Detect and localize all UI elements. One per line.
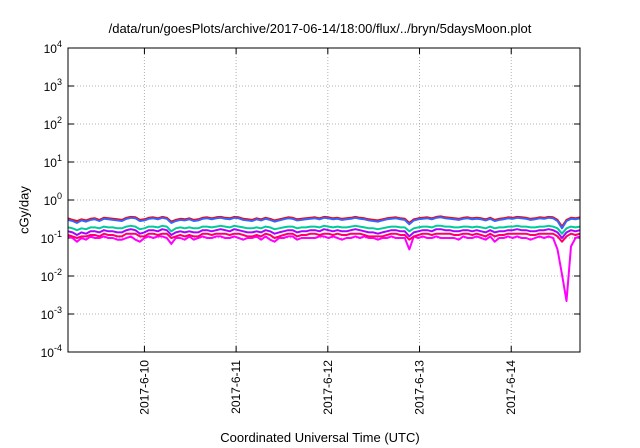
y-tick-label: 100 [44, 191, 62, 208]
series-line [67, 224, 581, 235]
series-line [67, 232, 581, 243]
x-axis-label: Coordinated Universal Time (UTC) [220, 430, 420, 445]
y-tick-label: 102 [44, 115, 62, 132]
x-tick-label: 2017-6-12 [321, 360, 335, 415]
series-line [67, 228, 581, 239]
series-line [67, 235, 581, 302]
x-tick-label: 2017-6-11 [229, 360, 243, 414]
plot-frame [67, 47, 581, 353]
y-tick-label: 10-1 [41, 229, 62, 246]
chart-title: /data/run/goesPlots/archive/2017-06-14/1… [108, 21, 532, 36]
y-tick-label: 103 [44, 77, 62, 94]
y-tick-label: 10-2 [41, 267, 62, 284]
series-line [67, 216, 581, 230]
x-tick-label: 2017-6-13 [413, 360, 427, 415]
x-tick-label: 2017-6-14 [504, 360, 518, 415]
y-tick-label: 104 [44, 39, 62, 56]
y-tick-label: 101 [44, 153, 62, 170]
y-tick-label: 10-3 [41, 305, 62, 322]
y-tick-label: 10-4 [41, 343, 62, 360]
x-tick-label: 2017-6-10 [137, 360, 151, 415]
